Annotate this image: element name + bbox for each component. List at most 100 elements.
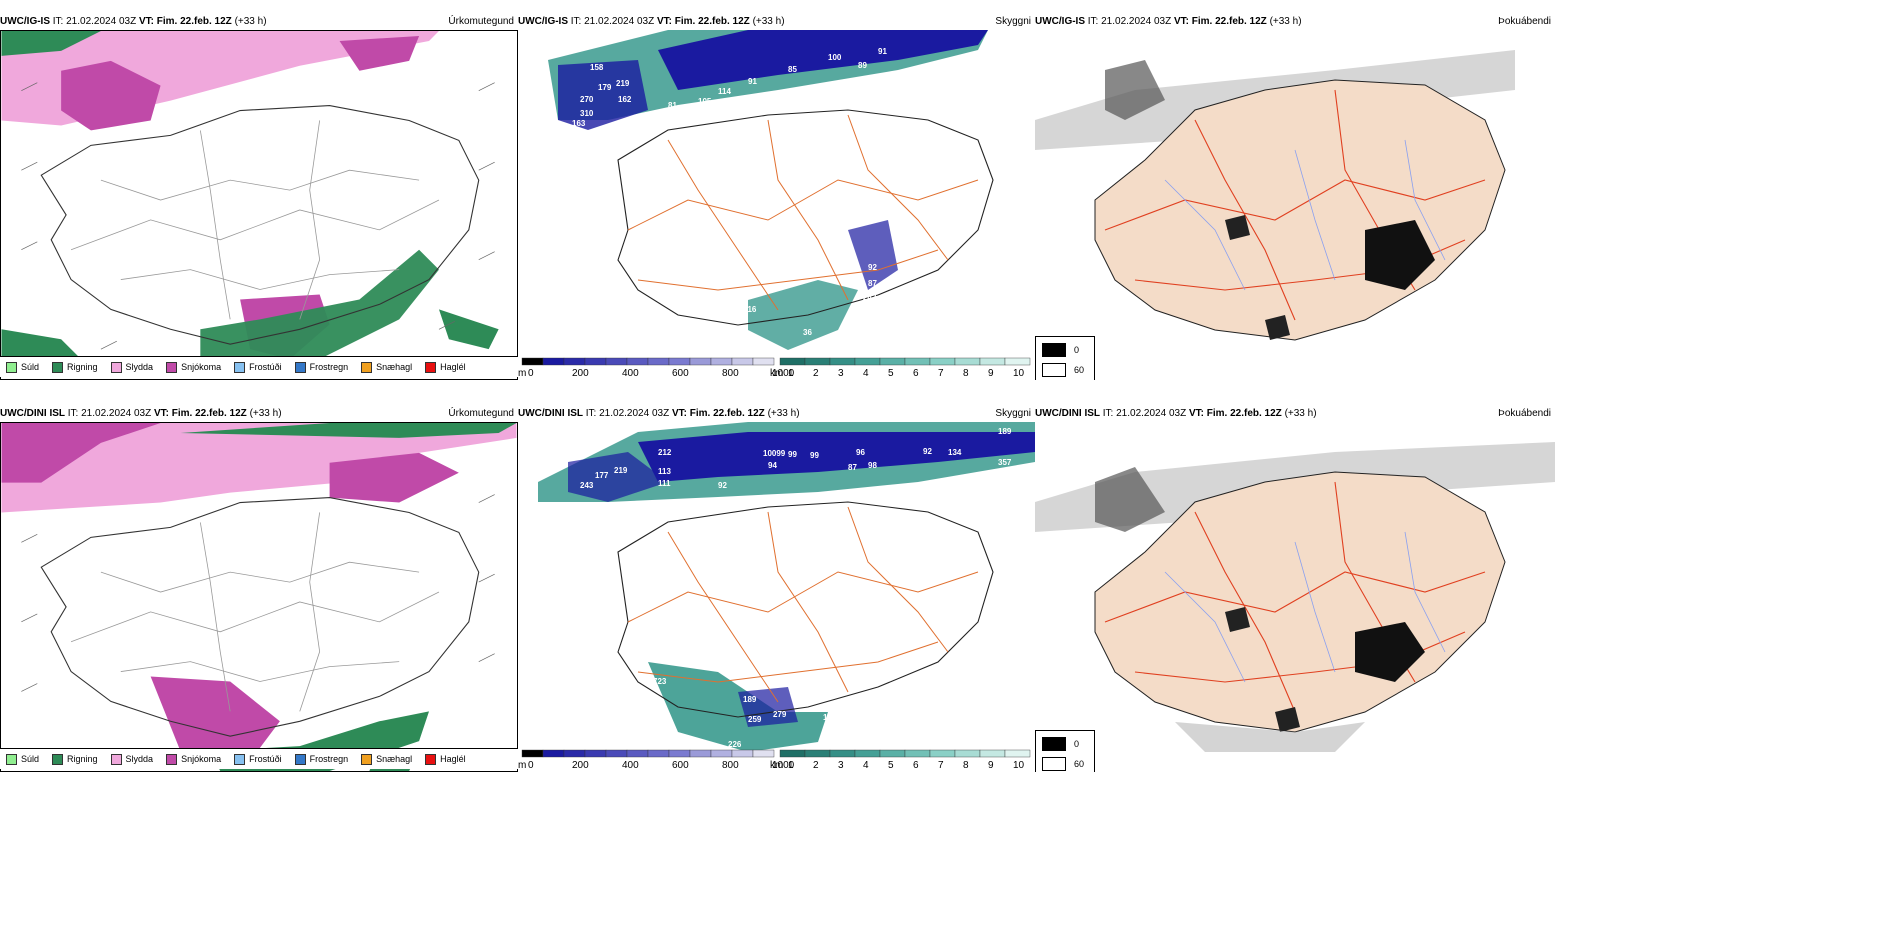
legend-swatch [234, 753, 246, 765]
cloud-value-label: 10099 [763, 449, 786, 458]
cloud-value-label: 138 [823, 713, 837, 722]
cloud-value-label: 279 [773, 710, 787, 719]
cloud-value-label: 270 [580, 95, 594, 104]
it-label: IT: [52, 16, 64, 27]
legend-item: Frostúði [234, 361, 282, 373]
scale-tick: 5 [888, 368, 894, 378]
cloud-value-label: 92 [718, 481, 727, 490]
precip-panel-row1: UWC/IG-IS IT: 21.02.2024 03Z VT: Fim. 22… [0, 14, 518, 380]
scale-swatch [563, 749, 586, 758]
lead-time: (+33 h) [249, 408, 282, 419]
legend-label: Snæhagl [376, 754, 413, 764]
panel-title: Skyggni [995, 408, 1031, 419]
scale-swatch [689, 749, 712, 758]
legend-item: Snjókoma [166, 361, 222, 373]
scale-swatch [829, 749, 856, 758]
it-value: 21.02.2024 03Z [599, 408, 670, 419]
legend-swatch [166, 361, 178, 373]
scale-unit: km [770, 760, 783, 770]
vt-label: VT: [138, 16, 154, 27]
cloud-value-label: 99 [810, 451, 819, 460]
scale-swatch [668, 749, 691, 758]
scale-swatch [929, 357, 956, 366]
it-value: 21.02.2024 03Z [1116, 408, 1187, 419]
scale-swatch [521, 749, 544, 758]
legend-item: Frostregn [294, 361, 348, 373]
cloud-value-label: 87 [848, 463, 857, 472]
scale-swatch [904, 357, 931, 366]
precip-legend: Súld Rigning Slydda Snjókoma Frostúði Frostre… [0, 748, 518, 769]
scale-tick: 800 [722, 368, 739, 378]
scale-swatch [710, 749, 733, 758]
legend-item: Súld [6, 753, 40, 765]
scale-tick: 5 [888, 760, 894, 770]
scale-tick: 10 [1013, 760, 1025, 770]
legend-swatch [361, 753, 373, 765]
panel-header: UWC/DINI ISL IT: 21.02.2024 03Z VT: Fim.… [1035, 406, 1555, 422]
legend-item: Haglél [425, 753, 466, 765]
scale-tick: 1 [788, 368, 794, 378]
legend-label: Snjókoma [181, 362, 222, 372]
cloud-value-label: 96 [856, 448, 865, 457]
it-label: IT: [570, 16, 582, 27]
fog-legend-black-label: 0 [1074, 739, 1080, 749]
scale-tick: 7 [938, 368, 944, 378]
scale-bar: m 0 200 400 600 800 1000 km 1 2 3 4 5 6 7 8 9 10 [518, 748, 1035, 771]
legend-swatch [294, 753, 306, 765]
scale-swatch [979, 357, 1006, 366]
legend-label: Slydda [125, 754, 154, 764]
scale-tick: 3 [838, 760, 844, 770]
panel-header: UWC/IG-IS IT: 21.02.2024 03Z VT: Fim. 22… [518, 14, 1035, 30]
precip-map [0, 30, 518, 380]
legend-swatch [52, 753, 64, 765]
vt-value: Fim. 22.feb. 12Z [689, 408, 765, 419]
legend-swatch [361, 361, 373, 373]
vt-label: VT: [1188, 408, 1204, 419]
legend-swatch [294, 361, 306, 373]
scale-tick: 800 [722, 760, 739, 770]
scale-tick: 1000 [772, 760, 795, 770]
model-name: UWC/IG-IS [1035, 16, 1085, 27]
cloud-value-label: 111 [658, 479, 671, 488]
legend-swatch [52, 361, 64, 373]
cloud-value-label: 189 [998, 427, 1012, 436]
legend-label: Snjókoma [181, 754, 222, 764]
scale-tick: 0 [528, 368, 534, 378]
scale-swatch [647, 357, 670, 366]
scale-swatch [1004, 357, 1031, 366]
scale-tick: 400 [622, 368, 639, 378]
precip-legend: Súld Rigning Slydda Snjókoma Frostúði Frostre… [0, 356, 518, 377]
panel-title: Skyggni [995, 16, 1031, 27]
scale-swatch [879, 749, 906, 758]
legend-label: Snæhagl [376, 362, 413, 372]
scale-swatch [668, 357, 691, 366]
legend-item: Rigning [52, 361, 98, 373]
panel-title: Þokuábendi [1498, 408, 1551, 419]
cloud-value-label: 179 [598, 83, 612, 92]
fog-legend: 0 60 [1035, 730, 1095, 772]
fog-map [1035, 422, 1555, 772]
legend-item: Rigning [52, 753, 98, 765]
legend-item: Frostúði [234, 753, 282, 765]
legend-item: Frostregn [294, 753, 349, 765]
it-value: 21.02.2024 03Z [81, 408, 152, 419]
scale-swatch [731, 357, 754, 366]
scale-tick: 3 [838, 368, 844, 378]
scale-swatch [563, 357, 586, 366]
legend-label: Frostregn [309, 754, 349, 764]
model-name: UWC/IG-IS [0, 16, 50, 27]
scale-tick: 8 [963, 760, 969, 770]
scale-swatch [854, 749, 881, 758]
scale-tick: 10 [1013, 368, 1025, 378]
scale-swatch [689, 357, 712, 366]
legend-label: Slydda [125, 362, 154, 372]
scale-swatch [752, 357, 775, 366]
cloud-value-label: 118 [533, 329, 546, 338]
scale-unit: m [518, 368, 526, 378]
scale-swatch [1004, 749, 1031, 758]
legend-label: Súld [21, 754, 40, 764]
